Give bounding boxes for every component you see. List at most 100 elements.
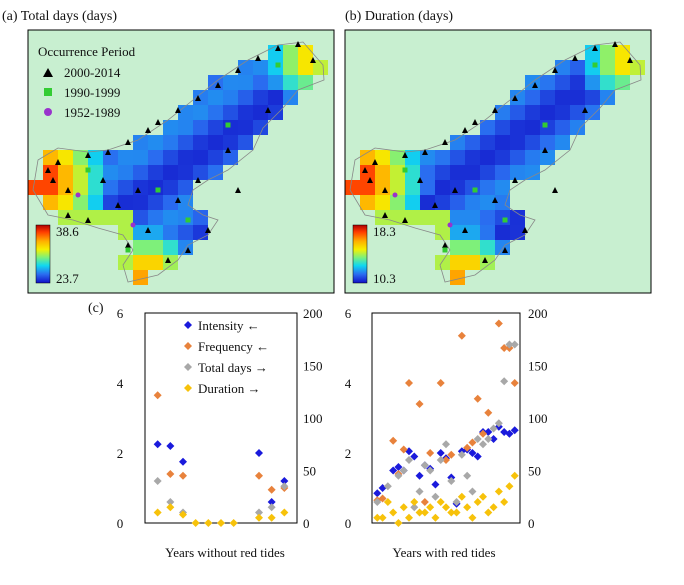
station-triangle	[542, 147, 548, 153]
data-point-intensity	[166, 442, 175, 450]
station-square	[402, 167, 408, 173]
map-cell	[163, 150, 178, 165]
map-cell	[480, 120, 495, 135]
legend-marker	[184, 363, 192, 371]
station-triangle	[452, 187, 458, 193]
data-point-total-days	[468, 487, 477, 496]
colorbar-a-min: 23.7	[56, 271, 79, 286]
map-cell	[193, 90, 208, 105]
map-cell	[268, 90, 283, 105]
circle-icon	[44, 108, 52, 116]
data-point-total-days	[405, 456, 413, 464]
data-point-intensity	[468, 449, 477, 457]
station-triangle	[472, 119, 478, 125]
left-axis-tick-label: 0	[117, 516, 124, 531]
legend-item-2000-2014: 2000-2014	[64, 65, 121, 80]
map-cell	[253, 120, 268, 135]
data-point-duration	[489, 503, 498, 512]
data-point-duration	[426, 503, 435, 512]
data-point-frequency	[468, 438, 477, 447]
scatter-chart-with-red-tides: 0 2 4 6 0 50 100 150 200 Years with red tides	[345, 306, 548, 560]
map-cell	[73, 180, 88, 195]
data-point-frequency	[166, 470, 175, 478]
data-point-total-days	[410, 503, 419, 512]
map-cell	[570, 90, 585, 105]
station-triangle	[362, 167, 368, 173]
data-point-duration	[166, 503, 175, 512]
map-cell	[253, 75, 268, 90]
map-cell	[465, 255, 480, 270]
map-cell	[450, 150, 465, 165]
station-triangle	[532, 82, 538, 88]
map-cell	[465, 150, 480, 165]
map-cell	[283, 60, 298, 75]
data-point-intensity	[415, 471, 424, 480]
map-cell	[223, 90, 238, 105]
map-cell	[208, 135, 223, 150]
data-point-total-days	[415, 487, 424, 496]
station-triangle	[422, 149, 428, 155]
map-cell	[253, 60, 268, 75]
map-cell	[585, 45, 600, 60]
map-cell	[525, 165, 540, 180]
map-cell	[298, 60, 313, 75]
data-point-frequency	[510, 379, 519, 387]
data-point-total-days	[484, 435, 493, 443]
map-cell	[495, 180, 510, 195]
station-triangle	[432, 202, 438, 208]
map-b-content	[345, 41, 645, 285]
data-point-duration	[500, 498, 509, 506]
data-point-intensity	[505, 429, 514, 438]
station-triangle	[195, 177, 201, 183]
right-axis-tick-label: 50	[528, 464, 541, 479]
data-point-frequency	[457, 331, 466, 340]
colorbar-a-max: 38.6	[56, 224, 79, 239]
station-triangle	[295, 41, 301, 47]
data-point-intensity	[510, 426, 519, 435]
data-point-total-days	[426, 466, 435, 475]
data-point-total-days	[420, 461, 429, 470]
right-axis-tick-label: 50	[303, 464, 316, 479]
map-cell	[133, 255, 148, 270]
station-triangle	[55, 159, 61, 165]
data-point-frequency	[473, 394, 482, 403]
map-cell	[43, 195, 58, 210]
data-point-frequency	[500, 344, 509, 352]
station-triangle	[115, 202, 121, 208]
scatter-chart-without-red-tides: 0 2 4 6 0 50 100 150 200 Years without red tides I…	[117, 306, 323, 560]
station-triangle	[175, 197, 181, 203]
map-cell	[435, 225, 450, 240]
map-cell	[193, 135, 208, 150]
data-point-total-days	[255, 508, 263, 517]
map-cell	[615, 45, 630, 60]
station-triangle	[402, 217, 408, 223]
data-point-duration	[468, 513, 477, 522]
data-point-intensity	[373, 489, 382, 498]
station-triangle	[552, 187, 558, 193]
map-cell	[163, 165, 178, 180]
map-cell	[118, 255, 133, 270]
map-cell	[103, 150, 118, 165]
station-triangle	[612, 41, 618, 47]
map-cell	[450, 225, 465, 240]
data-point-duration	[510, 471, 519, 480]
data-point-frequency	[442, 456, 450, 464]
right-axis-tick-label: 150	[303, 359, 323, 374]
map-cell	[28, 180, 43, 195]
map-cell	[450, 165, 465, 180]
station-triangle	[402, 152, 408, 158]
data-point-duration	[405, 513, 413, 522]
map-cell	[73, 195, 88, 210]
data-point-total-days	[463, 471, 472, 480]
station-triangle	[492, 107, 498, 113]
map-cell	[555, 75, 570, 90]
map-cell	[495, 150, 510, 165]
map-cell	[585, 105, 600, 120]
map-cell	[435, 195, 450, 210]
legend-label: Total days →	[198, 360, 268, 375]
station-triangle	[572, 55, 578, 61]
map-cell	[163, 135, 178, 150]
legend-item-1952-1989: 1952-1989	[64, 105, 120, 120]
station-square	[185, 217, 191, 223]
